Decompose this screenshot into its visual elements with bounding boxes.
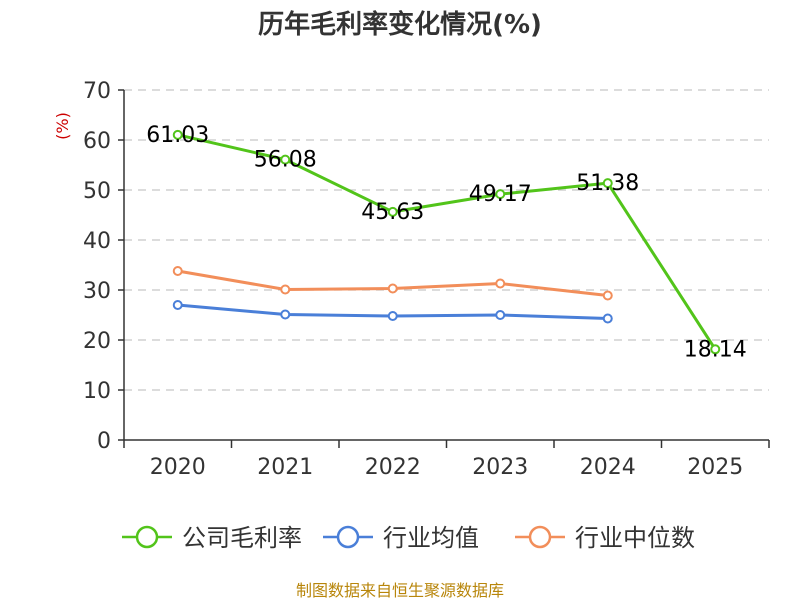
y-tick-label: 0 [97, 429, 111, 454]
y-tick-label: 50 [83, 179, 111, 204]
data-label: 56.08 [254, 148, 317, 173]
data-point [387, 283, 398, 294]
y-tick-label: 60 [83, 129, 111, 154]
data-label: 51.38 [576, 171, 639, 196]
data-label: 18.14 [684, 337, 747, 362]
data-label: 45.63 [361, 200, 424, 225]
data-point [602, 313, 613, 324]
data-label: 49.17 [469, 182, 532, 207]
axes: 0 10 20 30 40 50 60 70 2020 2021 2022 2023 2024 2025 [83, 79, 770, 480]
data-label: 61.03 [146, 123, 209, 148]
x-tick-label: 2020 [150, 455, 206, 480]
y-tick-label: 10 [83, 379, 111, 404]
series-line-0 [177, 133, 717, 351]
y-tick-label: 30 [83, 279, 111, 304]
data-point [710, 344, 721, 355]
x-tick-label: 2023 [472, 455, 528, 480]
legend-marker [336, 525, 360, 549]
data-point [495, 278, 506, 289]
y-tick-label: 70 [83, 79, 111, 104]
data-point [602, 178, 613, 189]
chart-title: 历年毛利率变化情况(%) [258, 9, 542, 40]
legend-label: 行业中位数 [575, 524, 695, 552]
data-point [387, 206, 398, 217]
legend-marker [135, 525, 159, 549]
legend-label: 行业均值 [383, 524, 479, 552]
data-point [280, 284, 291, 295]
gridlines [124, 89, 769, 391]
series-lines [172, 129, 721, 355]
y-tick-label: 20 [83, 329, 111, 354]
x-tick-label: 2025 [687, 455, 743, 480]
y-axis-unit: (%) [53, 112, 72, 140]
data-labels: 61.03 56.08 45.63 49.17 51.38 18.14 [146, 123, 746, 362]
data-point [387, 311, 398, 321]
x-tick-label: 2024 [580, 455, 636, 480]
data-point [172, 300, 183, 310]
x-tick-label: 2021 [257, 455, 313, 480]
x-tick-label: 2022 [365, 455, 421, 480]
y-tick-label: 40 [83, 229, 111, 254]
data-point [172, 129, 183, 140]
legend-label: 公司毛利率 [182, 524, 302, 552]
data-point [280, 154, 291, 165]
legend-marker [528, 525, 552, 549]
data-point [495, 310, 506, 320]
legend: 公司毛利率 行业均值 行业中位数 [122, 524, 695, 552]
data-point [280, 309, 291, 320]
source-note: 制图数据来自恒生聚源数据库 [296, 581, 504, 600]
data-point [172, 266, 183, 276]
data-point [495, 189, 506, 200]
data-point [602, 290, 613, 301]
